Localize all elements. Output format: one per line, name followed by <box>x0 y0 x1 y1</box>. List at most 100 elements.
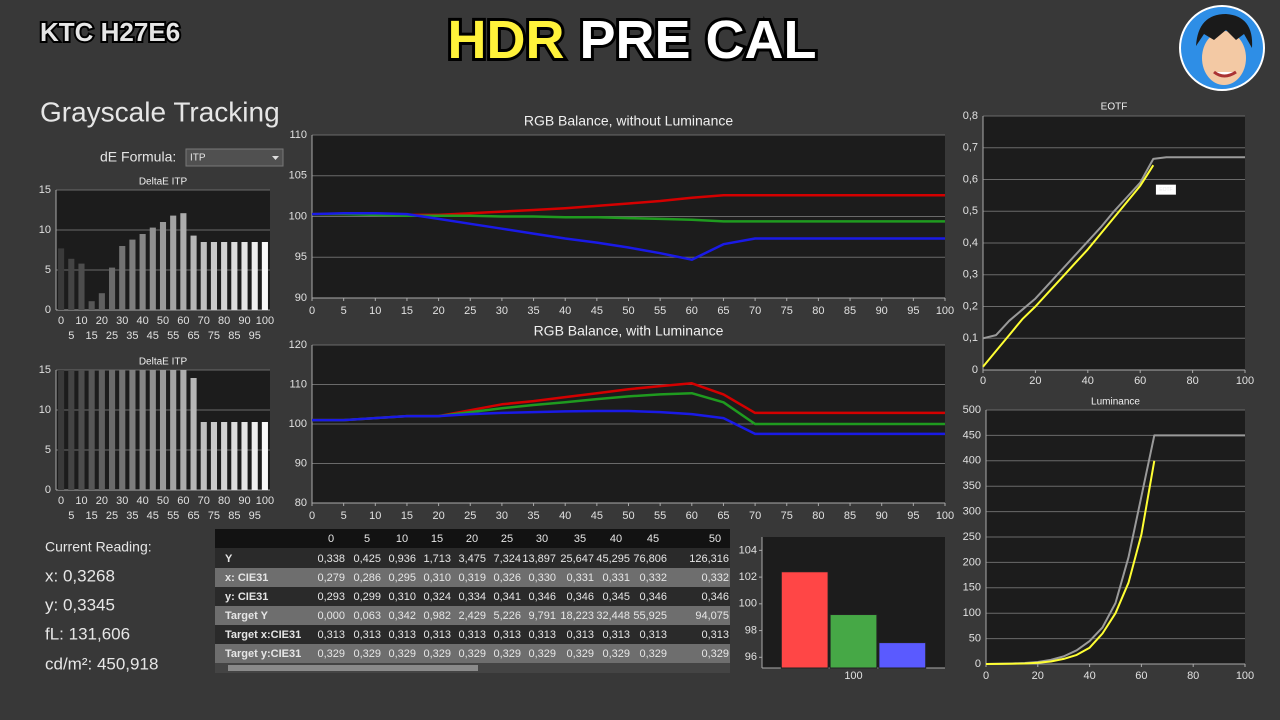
cell: 0,329 <box>317 648 345 660</box>
y-tick-label: 50 <box>969 633 981 645</box>
cell: 3,475 <box>458 553 486 565</box>
cell: 0,346 <box>701 591 729 603</box>
bar <box>241 242 248 310</box>
bar <box>88 301 95 310</box>
cell: 76,806 <box>633 553 667 565</box>
x-tick-label: 80 <box>1186 375 1198 387</box>
x-tick-label: 0 <box>309 305 315 317</box>
x-tick-label: 55 <box>654 510 666 522</box>
bar <box>231 422 238 490</box>
chart: RGB Balance, without Luminance9095100105… <box>289 113 955 317</box>
formula-dropdown[interactable]: ITP <box>185 148 284 167</box>
bar <box>241 422 248 490</box>
cell: 0,293 <box>317 591 345 603</box>
y-tick-label: 500 <box>963 404 981 416</box>
bar <box>170 215 177 310</box>
cell: 0,313 <box>317 629 345 641</box>
row-label: x: CIE31 <box>225 572 268 584</box>
title-rest: PRE CAL <box>580 10 817 70</box>
y-tick-label: 0,2 <box>963 300 978 312</box>
x-tick-label: 60 <box>1135 670 1147 682</box>
y-tick-label: 102 <box>739 571 757 583</box>
x-tick-label: 0 <box>983 670 989 682</box>
cell: 0,342 <box>388 610 416 622</box>
x-tick-label: 100 <box>936 305 954 317</box>
bar <box>119 370 126 490</box>
bar <box>129 370 136 490</box>
x-tick-label: 25 <box>464 305 476 317</box>
cell: 0,326 <box>493 572 521 584</box>
x-tick-label: 70 <box>198 495 210 507</box>
column-header: 30 <box>536 533 548 545</box>
bar <box>251 422 258 490</box>
column-header: 5 <box>364 533 370 545</box>
bar <box>78 263 85 310</box>
series-line <box>312 409 945 436</box>
scrollbar-thumb[interactable] <box>228 665 478 671</box>
column-header: 20 <box>466 533 478 545</box>
bar <box>108 370 116 490</box>
cell: 0,329 <box>701 648 729 660</box>
chart-title: RGB Balance, with Luminance <box>534 323 724 339</box>
cell: 0,313 <box>423 629 451 641</box>
x-tick-label: 0 <box>980 375 986 387</box>
column-header: 45 <box>647 533 659 545</box>
x-tick-label: 80 <box>1187 670 1199 682</box>
bar <box>98 293 105 310</box>
cell: 0,313 <box>458 629 486 641</box>
x-tick-label: 40 <box>559 305 571 317</box>
title-highlight: HDR <box>447 10 564 70</box>
y-tick-label: 110 <box>289 378 307 390</box>
data-table: 0 5 10 15 20 25 30 35 40 45 50 Y 0,338 0,425 0,936 1,71… <box>215 529 730 673</box>
x-tick-label: 75 <box>781 305 793 317</box>
annotation: EOTF <box>1159 187 1172 193</box>
x-tick-label: 85 <box>228 330 240 342</box>
cell: 0,329 <box>528 648 556 660</box>
x-tick-label: 25 <box>464 510 476 522</box>
y-tick-label: 100 <box>739 598 757 610</box>
cell: 9,791 <box>528 610 556 622</box>
bar <box>129 239 136 310</box>
y-tick-label: 100 <box>963 607 981 619</box>
x-tick-label: 50 <box>157 315 169 327</box>
y-tick-label: 0,8 <box>963 110 978 122</box>
x-tick-label: 20 <box>96 315 108 327</box>
reading-label: Current Reading: <box>45 539 152 555</box>
bar <box>68 258 75 310</box>
cell: 0,341 <box>493 591 521 603</box>
x-tick-label: 45 <box>591 510 603 522</box>
series-line <box>311 211 945 261</box>
cell: 0,332 <box>639 572 667 584</box>
column-header: 10 <box>396 533 408 545</box>
y-tick-label: 80 <box>295 497 307 509</box>
bar <box>221 242 228 310</box>
x-tick-label: 100 <box>844 670 862 682</box>
cell: 0,313 <box>388 629 416 641</box>
bar <box>221 422 228 490</box>
column-header: 25 <box>501 533 513 545</box>
cell: 0,346 <box>566 591 594 603</box>
bar <box>261 242 268 310</box>
y-tick-label: 98 <box>745 624 757 636</box>
y-tick-label: 0,3 <box>963 269 978 281</box>
x-tick-label: 40 <box>136 315 148 327</box>
x-tick-label: 35 <box>527 510 539 522</box>
cell: 0,313 <box>566 629 594 641</box>
reading-value: fL: 131,606 <box>45 624 130 643</box>
cell: 25,647 <box>560 553 594 565</box>
x-tick-label: 30 <box>496 305 508 317</box>
x-tick-label: 95 <box>249 330 261 342</box>
x-tick-label: 30 <box>496 510 508 522</box>
y-tick-label: 104 <box>739 544 757 556</box>
x-tick-label: 35 <box>126 330 138 342</box>
cell: 0,329 <box>639 648 667 660</box>
x-tick-label: 20 <box>96 495 108 507</box>
chart-title: Luminance <box>1091 397 1140 408</box>
x-tick-label: 100 <box>256 495 274 507</box>
chart-title: DeltaE ITP <box>139 357 188 368</box>
formula-value[interactable]: ITP <box>190 153 206 164</box>
cell: 18,223 <box>560 610 594 622</box>
x-tick-label: 100 <box>1236 670 1254 682</box>
x-tick-label: 60 <box>177 495 189 507</box>
y-tick-label: 90 <box>295 292 307 304</box>
